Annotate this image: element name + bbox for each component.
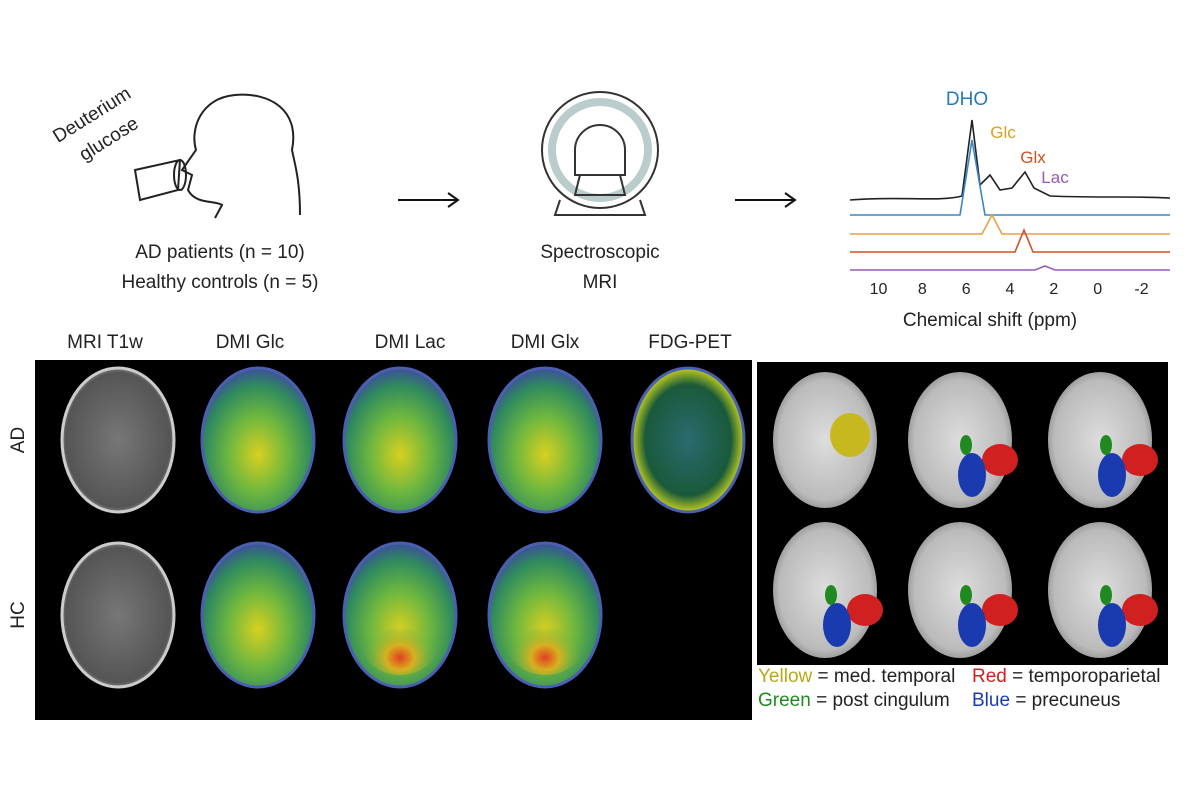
region <box>1098 453 1126 497</box>
arrow <box>398 192 797 208</box>
brain-slice <box>630 366 746 514</box>
x-tick-label: 0 <box>1093 281 1102 298</box>
column-header: MRI T1w <box>67 332 143 353</box>
legend-entry: Yellow = med. temporal <box>758 666 955 687</box>
scanner-icon <box>541 91 659 216</box>
legend-entry: Red = temporoparietal <box>972 666 1161 687</box>
region <box>1100 435 1112 455</box>
x-tick-label: -2 <box>1134 281 1148 298</box>
peak-label: DHO <box>946 89 988 110</box>
legend-entry: Green = post cingulum <box>758 690 950 711</box>
atlas-slice <box>1048 522 1152 658</box>
region <box>1098 603 1126 647</box>
region <box>958 603 986 647</box>
brain-slice <box>487 366 603 514</box>
atlas-slice <box>908 372 1012 508</box>
peak-label: Glx <box>1020 148 1046 167</box>
region <box>1122 444 1158 476</box>
row-label: HC <box>8 601 29 628</box>
peak-label: Glc <box>990 123 1016 142</box>
region <box>982 444 1018 476</box>
atlas-slice <box>773 522 877 658</box>
scanner-label: MRI <box>583 272 618 293</box>
hotspot <box>360 605 440 675</box>
region <box>1122 594 1158 626</box>
column-header: FDG-PET <box>648 332 732 353</box>
region <box>825 585 837 605</box>
spectrum-traces <box>849 119 1171 271</box>
region <box>823 603 851 647</box>
region <box>958 453 986 497</box>
column-header: DMI Lac <box>375 332 446 353</box>
brain-slice <box>60 541 176 689</box>
scanner-label: Spectroscopic <box>540 242 659 263</box>
x-tick-label: 10 <box>870 281 888 298</box>
row-label: AD <box>8 427 29 453</box>
brain-slice <box>200 541 316 689</box>
region <box>982 594 1018 626</box>
atlas-slice <box>773 372 877 508</box>
x-axis-label: Chemical shift (ppm) <box>903 310 1077 331</box>
head-icon <box>133 93 301 219</box>
brain-slice <box>342 366 458 514</box>
x-tick-label: 2 <box>1049 281 1058 298</box>
x-tick-label: 8 <box>918 281 927 298</box>
peak-label: Lac <box>1041 168 1069 187</box>
group-label: Healthy controls (n = 5) <box>122 272 319 293</box>
region <box>960 585 972 605</box>
atlas-slice <box>1048 372 1152 508</box>
brain-slice <box>200 366 316 514</box>
column-header: DMI Glc <box>216 332 285 353</box>
x-tick-label: 4 <box>1006 281 1015 298</box>
region <box>960 435 972 455</box>
legend-entry: Blue = precuneus <box>972 690 1120 711</box>
column-header: DMI Glx <box>511 332 580 353</box>
hotspot <box>505 605 585 675</box>
region <box>847 594 883 626</box>
group-label: AD patients (n = 10) <box>135 242 305 263</box>
region <box>1100 585 1112 605</box>
atlas-slice <box>908 522 1012 658</box>
region <box>830 413 870 457</box>
brain-slice <box>60 366 176 514</box>
x-tick-label: 6 <box>962 281 971 298</box>
